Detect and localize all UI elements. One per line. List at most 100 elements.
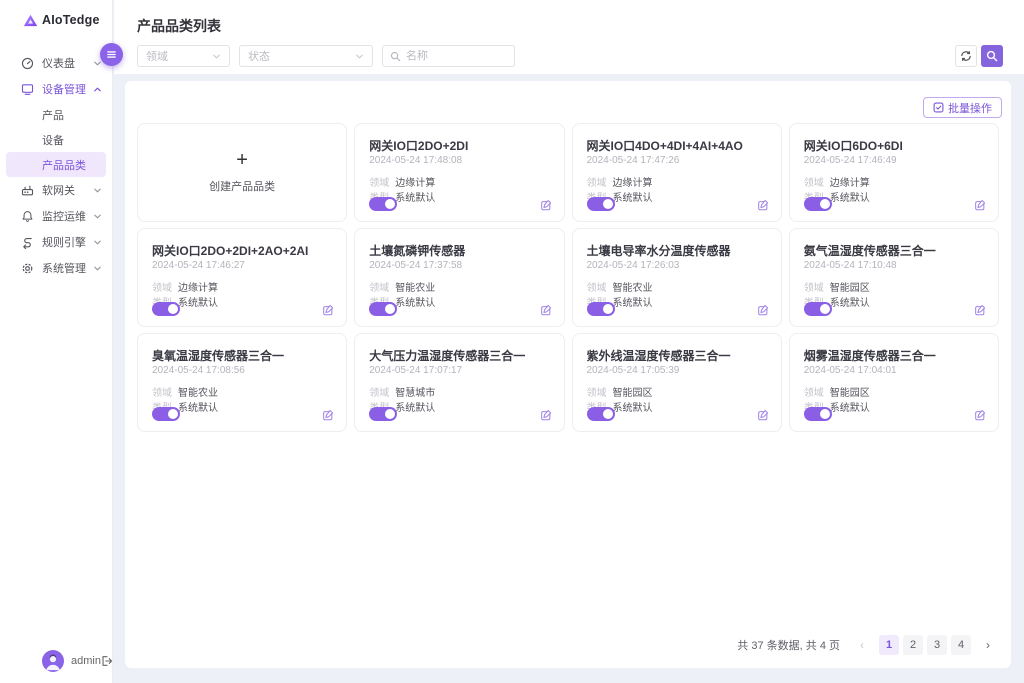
domain-label: 领域: [369, 388, 390, 399]
sidebar-item-label: 规则引擎: [42, 237, 86, 249]
enabled-toggle[interactable]: [369, 407, 398, 421]
domain-select[interactable]: 领域: [137, 45, 230, 67]
product-domain: 智慧城市: [395, 388, 436, 399]
enabled-toggle[interactable]: [152, 407, 180, 421]
edit-icon[interactable]: [974, 409, 987, 422]
product-type: 系统默认: [395, 193, 436, 204]
product-domain: 智能农业: [612, 283, 653, 294]
product-type: 系统默认: [612, 403, 653, 414]
domain-label: 领域: [803, 178, 824, 189]
sidebar-item-label: 软网关: [42, 185, 75, 197]
sidebar-item-label: 仪表盘: [42, 58, 75, 70]
enabled-toggle[interactable]: [369, 302, 398, 316]
gear-icon: [21, 261, 35, 275]
sidebar-collapse-button[interactable]: [100, 43, 123, 66]
edit-icon[interactable]: [757, 199, 770, 212]
page-button-4[interactable]: 4: [951, 635, 971, 655]
enabled-toggle[interactable]: [803, 302, 832, 316]
chevron-down-icon: [212, 52, 221, 61]
domain-label: 领域: [586, 178, 607, 189]
product-name: 网关IO口4DO+4DI+4AI+4AO: [586, 139, 743, 153]
page-button-2[interactable]: 2: [903, 635, 923, 655]
edit-icon[interactable]: [322, 304, 335, 317]
app-logo: AIoTedge: [0, 0, 112, 27]
app-title: AIoTedge: [42, 13, 100, 27]
product-domain: 边缘计算: [612, 178, 653, 189]
edit-icon[interactable]: [540, 199, 553, 212]
workflow-icon: [21, 235, 35, 249]
domain-label: 领域: [369, 178, 390, 189]
filter-actions: [955, 45, 1003, 67]
product-created-at: 2024-05-24 17:46:27: [152, 260, 245, 271]
enabled-toggle[interactable]: [369, 197, 398, 211]
edit-icon[interactable]: [322, 409, 335, 422]
product-name: 大气压力温湿度传感器三合一: [369, 349, 526, 363]
search-button[interactable]: [981, 45, 1003, 67]
chevron-down-icon: [355, 52, 364, 61]
sidebar-item-label: 设备管理: [42, 84, 86, 96]
logout-icon[interactable]: [101, 655, 113, 667]
edit-icon[interactable]: [974, 199, 987, 212]
enabled-toggle[interactable]: [152, 302, 180, 316]
product-domain: 智能园区: [829, 283, 870, 294]
product-domain: 智能园区: [612, 388, 653, 399]
next-page-button[interactable]: ›: [986, 638, 990, 652]
search-icon: [986, 50, 998, 62]
edit-icon[interactable]: [757, 304, 770, 317]
chevron-down-icon: [93, 59, 102, 68]
product-created-at: 2024-05-24 17:46:49: [803, 155, 897, 166]
sidebar-item-system-management[interactable]: 系统管理: [0, 255, 112, 281]
enabled-toggle[interactable]: [803, 407, 832, 421]
sidebar-item-soft-gateway[interactable]: 软网关: [0, 177, 112, 203]
sidebar-subitem-product-category[interactable]: 产品品类: [6, 152, 106, 177]
hamburger-icon: [106, 49, 117, 60]
product-type: 系统默认: [612, 193, 653, 204]
enabled-toggle[interactable]: [803, 197, 832, 211]
card-grid: + 创建产品品类 网关IO口2DO+2DI 2024-05-24 17:48:08…: [137, 123, 999, 432]
domain-select-placeholder: 领域: [146, 51, 168, 63]
refresh-button[interactable]: [955, 45, 977, 67]
domain-label: 领域: [152, 283, 172, 294]
domain-label: 领域: [152, 388, 172, 399]
checkbox-multiple-icon: [933, 102, 944, 113]
enabled-toggle[interactable]: [586, 407, 615, 421]
sidebar-item-rule-engine[interactable]: 规则引擎: [0, 229, 112, 255]
edit-icon[interactable]: [757, 409, 770, 422]
edit-icon[interactable]: [540, 304, 553, 317]
edit-icon[interactable]: [974, 304, 987, 317]
edit-icon[interactable]: [540, 409, 553, 422]
domain-label: 领域: [586, 283, 607, 294]
batch-operation-button[interactable]: 批量操作: [923, 97, 1002, 118]
product-domain: 智能农业: [178, 388, 218, 399]
page-button-3[interactable]: 3: [927, 635, 947, 655]
bell-icon: [21, 209, 35, 223]
domain-label: 领域: [369, 283, 390, 294]
product-type: 系统默认: [829, 193, 870, 204]
sidebar-item-dashboard[interactable]: 仪表盘: [0, 50, 112, 76]
page-button-1[interactable]: 1: [879, 635, 899, 655]
sidebar-item-device-management[interactable]: 设备管理: [0, 76, 112, 102]
sidebar-subitem-device[interactable]: 设备: [6, 127, 106, 152]
product-created-at: 2024-05-24 17:08:56: [152, 365, 245, 376]
create-category-card[interactable]: + 创建产品品类: [137, 123, 348, 222]
domain-label: 领域: [803, 388, 824, 399]
avatar[interactable]: [42, 650, 64, 672]
enabled-toggle[interactable]: [586, 197, 615, 211]
name-search-field: [382, 45, 515, 67]
product-name: 紫外线温湿度传感器三合一: [586, 349, 731, 363]
sidebar-item-monitor-ops[interactable]: 监控运维: [0, 203, 112, 229]
product-card: 网关IO口4DO+4DI+4AI+4AO 2024-05-24 17:47:26 领…: [571, 123, 782, 222]
name-search-input[interactable]: [406, 50, 507, 62]
prev-page-button[interactable]: ‹: [860, 638, 864, 652]
product-name: 氨气温湿度传感器三合一: [803, 244, 936, 258]
username: admin: [71, 655, 101, 667]
sidebar-subitem-product[interactable]: 产品: [6, 102, 106, 127]
domain-label: 领域: [586, 388, 607, 399]
enabled-toggle[interactable]: [586, 302, 615, 316]
status-select[interactable]: 状态: [239, 45, 373, 67]
